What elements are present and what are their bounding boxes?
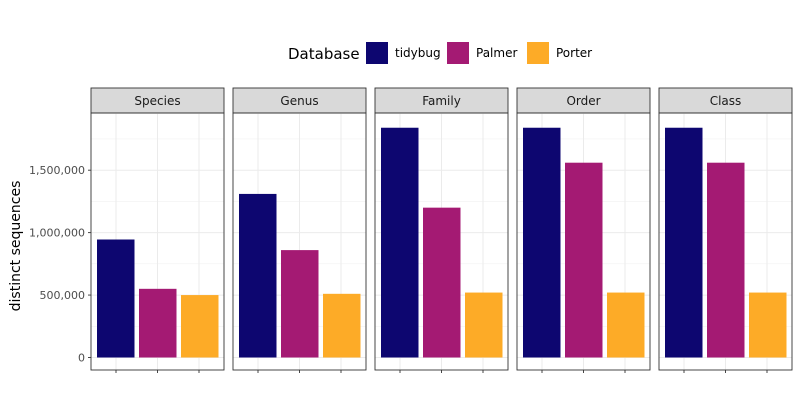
bar-class-porter [749,292,787,358]
legend-key-porter [527,42,549,64]
panel-order: Order [516,87,651,373]
y-tick-label: 0 [78,352,85,365]
bar-genus-palmer [281,250,319,358]
bar-family-porter [465,292,503,358]
legend-label-tidybug: tidybug [395,46,441,60]
strip-label-family: Family [422,94,461,108]
bar-species-porter [181,295,219,358]
bar-family-palmer [423,207,461,358]
panel-species: Species [90,87,225,373]
y-tick-label: 1,000,000 [29,227,85,240]
bar-species-palmer [139,288,177,358]
panel-family: Family [374,87,509,373]
y-axis-title: distinct sequences [8,181,24,312]
legend-label-porter: Porter [556,46,592,60]
strip-order [516,87,651,114]
strip-label-class: Class [710,94,742,108]
bar-order-palmer [565,162,603,358]
bar-class-tidybug [665,127,703,358]
bar-order-porter [607,292,645,358]
strip-label-species: Species [134,94,180,108]
legend: Database tidybug Palmer Porter [288,42,592,64]
legend-label-palmer: Palmer [476,46,517,60]
bar-class-palmer [707,162,745,358]
y-axis: 0 500,000 1,000,000 1,500,000 [29,164,91,365]
bar-genus-tidybug [239,193,277,358]
strip-family [374,87,509,114]
legend-title: Database [288,45,360,63]
facet-panels: Species Genus Family Order Class [90,87,793,373]
panel-genus: Genus [232,87,367,373]
bar-species-tidybug [97,239,135,358]
legend-key-tidybug [366,42,388,64]
y-tick-label: 1,500,000 [29,164,85,177]
strip-label-order: Order [566,94,600,108]
strip-label-genus: Genus [280,94,318,108]
bar-genus-porter [323,293,361,358]
strip-species [90,87,225,114]
strip-genus [232,87,367,114]
legend-key-palmer [447,42,469,64]
bar-order-tidybug [523,127,561,358]
strip-class [658,87,793,114]
panel-class: Class [658,87,793,373]
bar-family-tidybug [381,127,419,358]
y-tick-label: 500,000 [40,289,86,302]
